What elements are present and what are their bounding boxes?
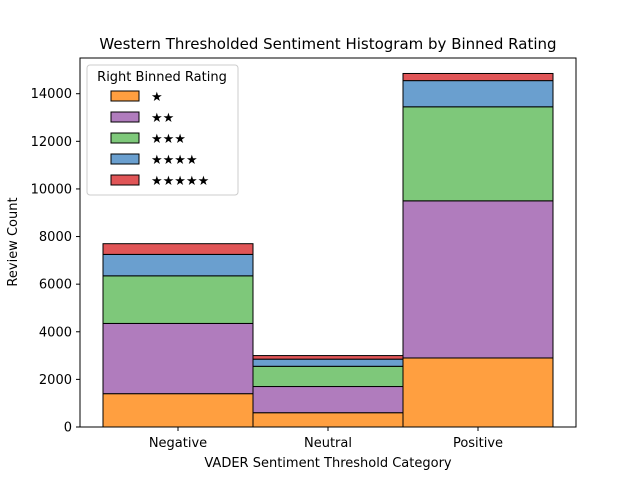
legend-label: ★★: [151, 111, 174, 126]
bar-negative-series-1: [102, 393, 254, 428]
bar-positive-series-2: [402, 200, 554, 359]
bar-positive-series-4: [402, 80, 554, 108]
y-tick-label: 0: [64, 421, 72, 436]
bar-negative-series-4: [102, 253, 254, 277]
legend-swatch: [110, 153, 140, 165]
legend-swatch: [110, 111, 140, 123]
chart-title: Western Thresholded Sentiment Histogram …: [99, 35, 556, 53]
x-axis-label: VADER Sentiment Threshold Category: [204, 456, 452, 471]
bar-neutral-series-5: [252, 355, 404, 360]
legend-label: ★★★: [151, 132, 186, 147]
legend-label: ★: [151, 90, 163, 105]
legend-label: ★★★★★: [151, 174, 209, 189]
legend-label: ★★★★: [151, 153, 198, 168]
y-tick-label: 10000: [31, 182, 72, 197]
bar-neutral-series-1: [252, 412, 404, 428]
legend-swatch: [110, 132, 140, 144]
bar-neutral-series-4: [252, 358, 404, 367]
y-axis-label: Review Count: [6, 197, 21, 286]
bar-negative-series-3: [102, 275, 254, 324]
x-tick-label: Neutral: [304, 436, 352, 451]
legend: Right Binned Rating ★★★★★★★★★★★★★★★: [86, 64, 239, 196]
bar-positive-series-1: [402, 357, 554, 428]
y-tick-label: 14000: [31, 87, 72, 102]
bar-negative-series-2: [102, 322, 254, 395]
y-axis: 0 2000 4000 6000 8000 10000 12000 14000: [31, 87, 80, 436]
y-tick-label: 12000: [31, 135, 72, 150]
y-tick-label: 2000: [39, 373, 72, 388]
x-axis: Negative Neutral Positive: [149, 427, 503, 451]
bars-group: [102, 72, 554, 428]
y-tick-label: 4000: [39, 325, 72, 340]
legend-swatch: [110, 90, 140, 102]
bar-neutral-series-2: [252, 386, 404, 414]
bar-negative-series-5: [102, 243, 254, 255]
bar-positive-series-5: [402, 72, 554, 82]
y-tick-label: 6000: [39, 278, 72, 293]
x-tick-label: Negative: [149, 436, 207, 451]
legend-swatch: [110, 174, 140, 186]
bar-neutral-series-3: [252, 365, 404, 388]
bar-positive-series-3: [402, 106, 554, 202]
x-tick-label: Positive: [453, 436, 503, 451]
y-tick-label: 8000: [39, 230, 72, 245]
legend-title: Right Binned Rating: [97, 70, 227, 85]
